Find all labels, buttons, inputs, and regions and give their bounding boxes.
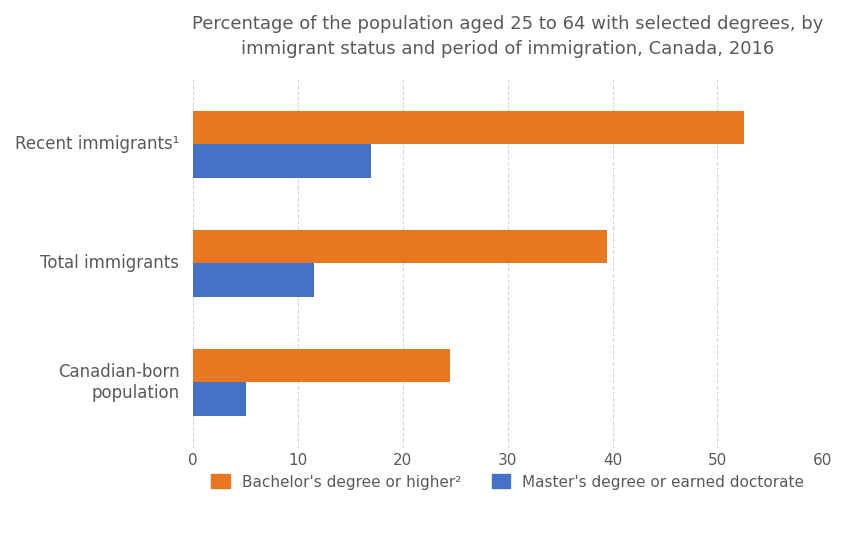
Bar: [193, 263, 314, 297]
Bar: [193, 144, 372, 178]
Bar: [193, 230, 607, 263]
Bar: [193, 111, 744, 144]
Bar: [193, 349, 450, 382]
Bar: [193, 382, 246, 416]
Legend: Bachelor's degree or higher², Master's degree or earned doctorate: Bachelor's degree or higher², Master's d…: [205, 468, 811, 496]
Title: Percentage of the population aged 25 to 64 with selected degrees, by
immigrant s: Percentage of the population aged 25 to …: [192, 15, 823, 58]
